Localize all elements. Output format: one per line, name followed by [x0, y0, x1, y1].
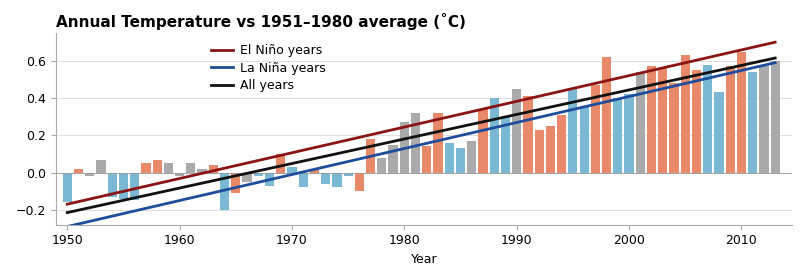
- Bar: [400, 122, 409, 173]
- Bar: [422, 147, 431, 173]
- Bar: [546, 126, 555, 173]
- Bar: [220, 173, 229, 210]
- Legend: El Niño years, La Niña years, All years: El Niño years, La Niña years, All years: [206, 39, 330, 97]
- Bar: [298, 173, 308, 187]
- Bar: [737, 52, 746, 173]
- Bar: [74, 169, 83, 173]
- Bar: [636, 72, 645, 173]
- Bar: [378, 158, 386, 173]
- Bar: [119, 173, 128, 199]
- Bar: [759, 66, 769, 173]
- Bar: [590, 85, 600, 173]
- Bar: [434, 113, 442, 173]
- Bar: [512, 89, 522, 173]
- Bar: [265, 173, 274, 185]
- Bar: [242, 173, 252, 182]
- Bar: [681, 55, 690, 173]
- Bar: [186, 163, 195, 173]
- Bar: [647, 66, 656, 173]
- Bar: [142, 163, 150, 173]
- Bar: [557, 115, 566, 173]
- Bar: [467, 141, 476, 173]
- Bar: [568, 89, 578, 173]
- Bar: [310, 169, 319, 173]
- Bar: [456, 148, 465, 173]
- Bar: [85, 173, 94, 176]
- Bar: [602, 57, 611, 173]
- Bar: [411, 113, 420, 173]
- Bar: [254, 173, 263, 176]
- Bar: [523, 96, 533, 173]
- Bar: [153, 159, 162, 173]
- Bar: [343, 173, 353, 176]
- Bar: [614, 98, 622, 173]
- Bar: [332, 173, 342, 187]
- Bar: [658, 68, 667, 173]
- Bar: [164, 163, 173, 173]
- Bar: [96, 159, 106, 173]
- Bar: [579, 107, 589, 173]
- Bar: [703, 65, 712, 173]
- Bar: [198, 169, 206, 173]
- Bar: [276, 154, 286, 173]
- Bar: [692, 70, 701, 173]
- X-axis label: Year: Year: [410, 253, 438, 266]
- Bar: [389, 145, 398, 173]
- Bar: [670, 83, 678, 173]
- Bar: [478, 109, 487, 173]
- Bar: [175, 173, 184, 176]
- Bar: [748, 72, 758, 173]
- Bar: [231, 173, 240, 193]
- Bar: [354, 173, 364, 191]
- Bar: [714, 92, 723, 173]
- Bar: [490, 98, 499, 173]
- Bar: [62, 173, 72, 202]
- Bar: [625, 94, 634, 173]
- Bar: [287, 167, 297, 173]
- Bar: [770, 61, 780, 173]
- Bar: [445, 143, 454, 173]
- Text: Annual Temperature vs 1951–1980 average (˚C): Annual Temperature vs 1951–1980 average …: [56, 13, 466, 30]
- Bar: [107, 173, 117, 197]
- Bar: [366, 139, 375, 173]
- Bar: [209, 165, 218, 173]
- Bar: [321, 173, 330, 184]
- Bar: [130, 173, 139, 201]
- Bar: [534, 130, 544, 173]
- Bar: [726, 66, 735, 173]
- Bar: [501, 117, 510, 173]
